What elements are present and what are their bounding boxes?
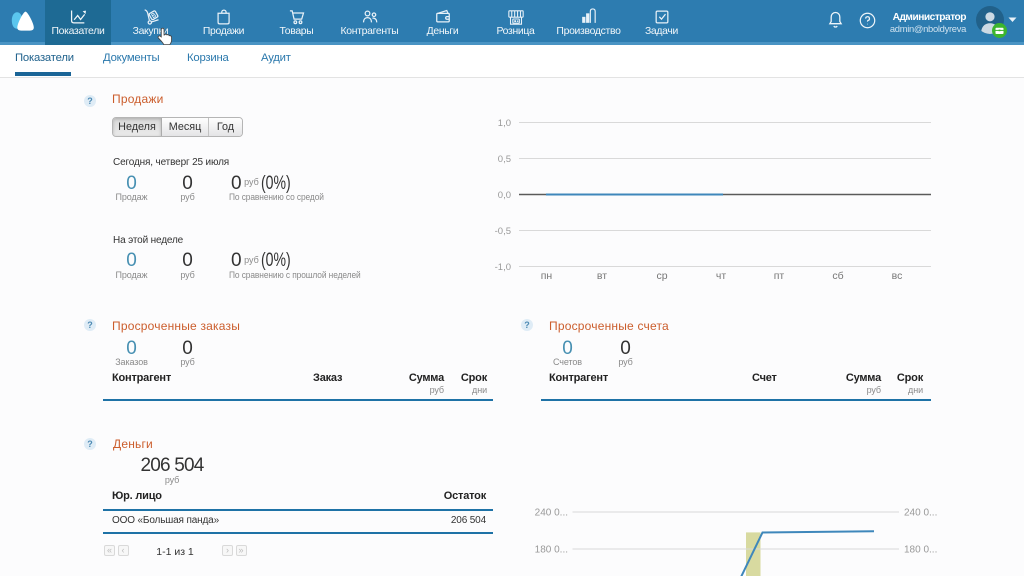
- svg-text:ср: ср: [656, 270, 667, 282]
- svg-text:-0,5: -0,5: [495, 226, 511, 237]
- svg-text:180 0...: 180 0...: [904, 545, 937, 556]
- svg-text:180 0...: 180 0...: [535, 545, 568, 556]
- svg-text:сб: сб: [832, 270, 843, 282]
- svg-text:вт: вт: [597, 270, 607, 282]
- svg-text:вс: вс: [892, 270, 903, 282]
- svg-text:240 0...: 240 0...: [535, 508, 568, 519]
- svg-text:0,0: 0,0: [498, 190, 511, 201]
- svg-text:240 0...: 240 0...: [904, 508, 937, 519]
- svg-text:-1,0: -1,0: [495, 262, 511, 273]
- svg-text:пт: пт: [774, 270, 785, 282]
- svg-text:1,0: 1,0: [498, 118, 511, 129]
- svg-text:пн: пн: [541, 270, 553, 282]
- svg-text:0,5: 0,5: [498, 154, 511, 165]
- svg-text:чт: чт: [716, 270, 726, 282]
